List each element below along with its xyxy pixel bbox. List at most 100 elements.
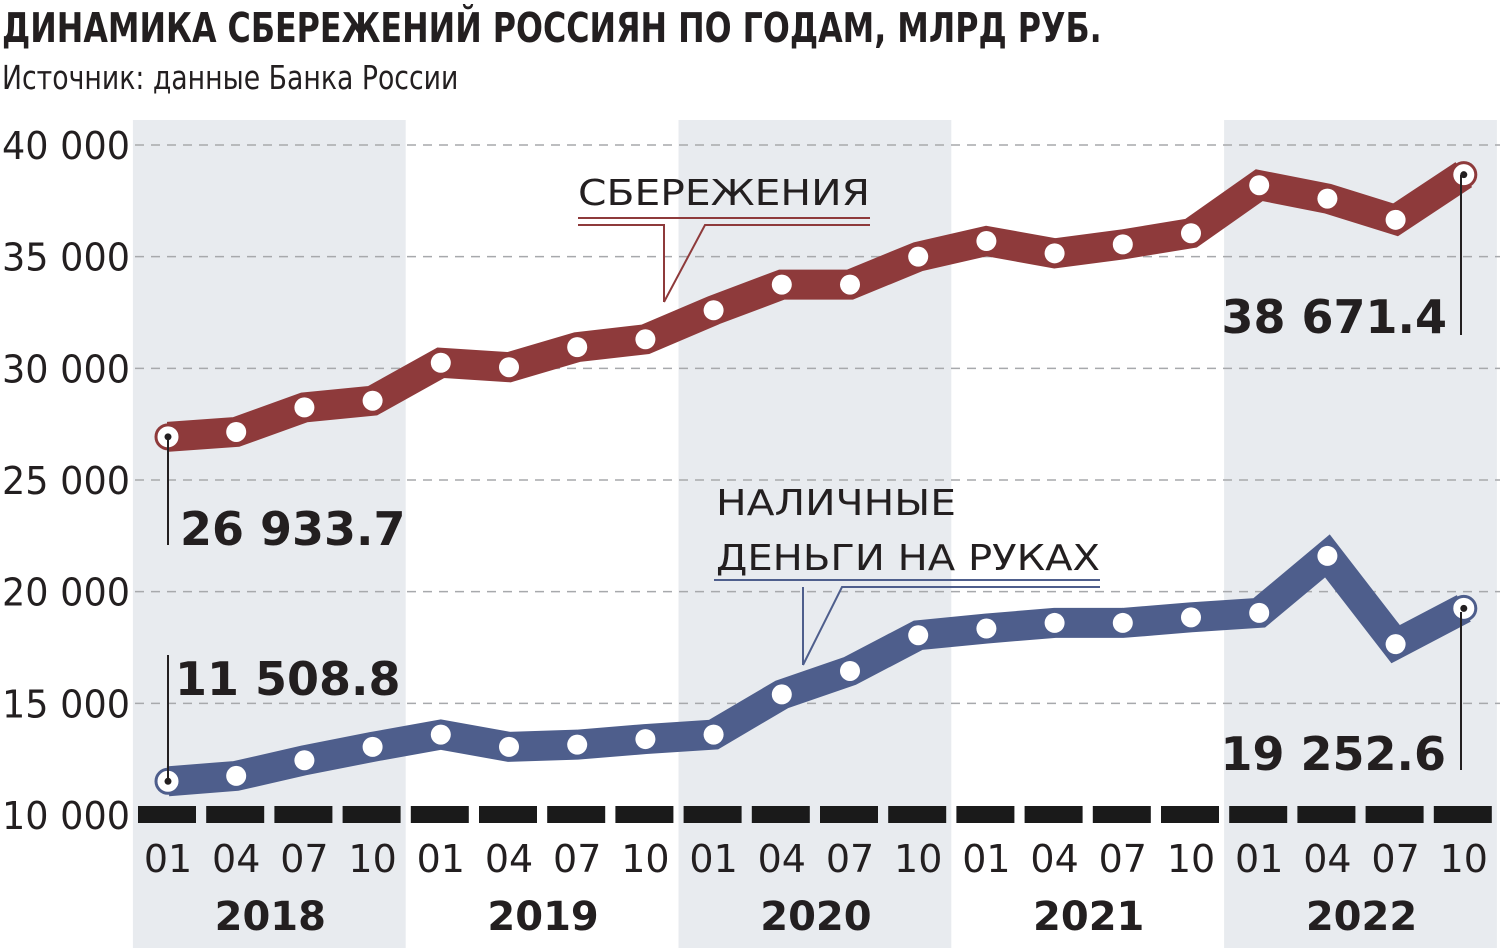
x-tick-label: 07 <box>553 837 601 881</box>
chart-subtitle: Источник: данные Банка России <box>2 58 459 97</box>
series-label-cash-line2: ДЕНЬГИ НА РУКАХ <box>716 538 1100 579</box>
series-label-pointer <box>802 586 1100 666</box>
x-tick-label: 07 <box>826 837 874 881</box>
x-tick-label: 07 <box>1099 837 1147 881</box>
data-point <box>703 300 724 321</box>
year-label: 2018 <box>215 894 326 940</box>
data-point <box>771 274 792 295</box>
x-tick-label: 10 <box>348 837 396 881</box>
series-line-cash <box>166 534 1471 797</box>
data-point <box>908 625 929 646</box>
x-tick-label: 07 <box>1371 837 1419 881</box>
y-tick-label: 10 000 <box>2 794 130 838</box>
x-axis-segment <box>1024 806 1083 823</box>
x-axis-segment <box>1297 806 1356 823</box>
x-axis-start <box>138 806 140 807</box>
data-point <box>1044 612 1065 633</box>
y-tick-label: 40 000 <box>2 124 130 168</box>
data-point-end-center <box>1460 171 1468 179</box>
x-axis-segment <box>820 806 878 823</box>
data-point <box>362 736 383 757</box>
data-point <box>567 337 588 358</box>
x-axis-segment <box>751 806 810 823</box>
x-tick-label: 10 <box>621 837 669 881</box>
x-tick-label: 04 <box>485 837 533 881</box>
data-point-end-center <box>164 433 172 441</box>
series-label-cash-line1: НАЛИЧНЫЕ <box>716 483 956 524</box>
data-point-end-center <box>164 777 172 785</box>
data-point <box>294 397 315 418</box>
x-tick-label: 10 <box>894 837 942 881</box>
data-point <box>1181 223 1201 244</box>
annotation-value: 11 508.8 <box>175 652 401 706</box>
x-axis-segment <box>1229 806 1288 823</box>
data-point <box>635 729 656 750</box>
x-tick-label: 07 <box>280 837 328 881</box>
annotation-value: 26 933.7 <box>180 502 406 556</box>
x-axis-segment <box>683 806 742 823</box>
y-tick-label: 35 000 <box>2 236 130 280</box>
x-axis-segment <box>956 806 1015 823</box>
annotation-value: 19 252.6 <box>1220 727 1446 781</box>
x-tick-label: 10 <box>1167 837 1215 881</box>
chart-title: ДИНАМИКА СБЕРЕЖЕНИЙ РОССИЯН ПО ГОДАМ, МЛ… <box>2 4 1102 52</box>
x-axis-segment <box>410 806 469 823</box>
data-point <box>703 724 724 745</box>
data-point <box>1317 188 1338 209</box>
x-tick-label: 04 <box>212 837 260 881</box>
data-point <box>226 765 247 786</box>
x-axis-segment <box>547 806 606 823</box>
data-point <box>976 618 997 639</box>
data-point <box>226 421 247 442</box>
annotation-value: 38 671.4 <box>1221 290 1447 344</box>
data-point <box>908 246 929 267</box>
x-axis-segment <box>479 806 537 823</box>
x-axis-segment <box>274 806 333 823</box>
x-axis-segment <box>342 806 401 823</box>
data-point <box>430 724 451 745</box>
data-point <box>771 684 792 705</box>
x-axis-segment <box>1433 806 1492 823</box>
data-point-end-center <box>1460 604 1468 612</box>
data-point <box>430 352 451 373</box>
data-point <box>635 329 656 350</box>
series-label-pointer <box>663 224 870 303</box>
x-tick-label: 01 <box>689 837 737 881</box>
year-label: 2021 <box>1033 894 1144 940</box>
x-tick-label: 01 <box>144 837 192 881</box>
year-label: 2019 <box>487 894 598 940</box>
data-point <box>362 390 383 411</box>
y-tick-label: 30 000 <box>2 347 130 391</box>
x-axis-segment <box>615 806 674 823</box>
x-tick-label: 04 <box>1030 837 1078 881</box>
x-tick-label: 01 <box>962 837 1010 881</box>
x-axis-segment <box>1161 806 1219 823</box>
data-point <box>1385 209 1406 230</box>
y-tick-label: 25 000 <box>2 459 130 503</box>
x-axis-segment <box>1365 806 1424 823</box>
x-axis-segment <box>1092 806 1151 823</box>
year-label: 2020 <box>760 894 871 940</box>
data-point <box>1249 175 1270 196</box>
year-label: 2022 <box>1306 894 1417 940</box>
data-point <box>499 736 519 757</box>
x-tick-label: 01 <box>417 837 465 881</box>
x-axis-segment <box>888 806 947 823</box>
x-axis-segment <box>206 806 265 823</box>
series-label-pointer <box>578 224 665 302</box>
data-point <box>294 750 315 771</box>
data-point <box>1249 602 1270 623</box>
x-axis-segment <box>138 806 196 823</box>
y-tick-label: 20 000 <box>2 571 130 615</box>
data-point <box>1112 612 1133 633</box>
x-tick-label: 04 <box>1303 837 1351 881</box>
x-tick-label: 04 <box>758 837 806 881</box>
data-point <box>1112 234 1133 255</box>
year-band-2022 <box>1224 120 1497 948</box>
series-line-savings <box>166 162 1473 452</box>
x-tick-label: 01 <box>1235 837 1283 881</box>
data-point <box>1317 545 1338 566</box>
data-point <box>840 274 860 295</box>
x-tick-label: 10 <box>1440 837 1488 881</box>
